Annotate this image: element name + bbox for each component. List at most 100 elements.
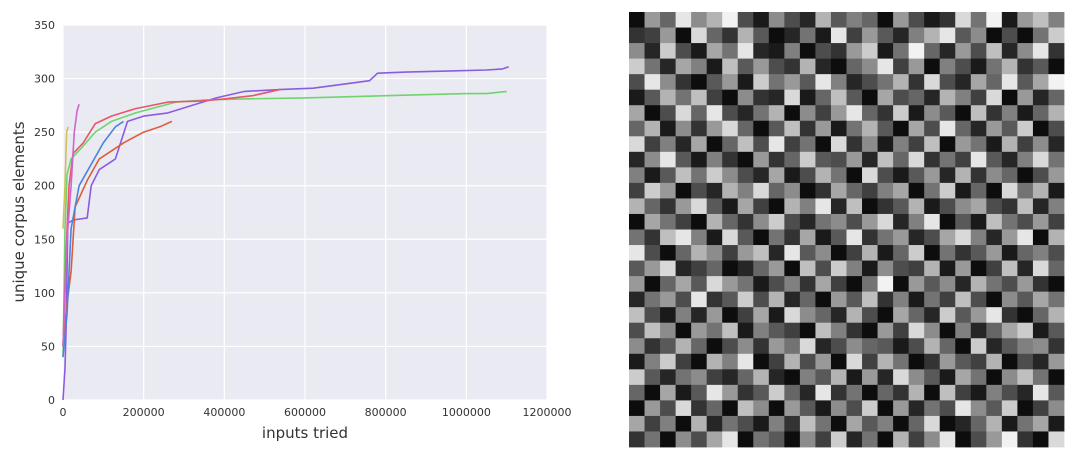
heatmap-cell	[815, 120, 832, 137]
y-axis-title: unique corpus elements	[10, 121, 28, 302]
heatmap-cell	[784, 338, 801, 355]
heatmap-cell	[830, 307, 847, 324]
heatmap-cell	[924, 307, 941, 324]
heatmap-cell	[660, 27, 677, 44]
heatmap-cell	[862, 27, 878, 44]
heatmap-cell	[862, 338, 878, 355]
heatmap-cell	[862, 182, 878, 199]
heatmap-cell	[722, 27, 739, 44]
heatmap-cell	[970, 245, 987, 261]
heatmap-cell	[893, 136, 910, 153]
heatmap-cell	[908, 291, 925, 308]
heatmap-cell	[924, 89, 941, 106]
heatmap-cell	[706, 307, 723, 324]
heatmap-cell	[629, 369, 645, 386]
heatmap-cell	[908, 229, 925, 246]
heatmap-cell	[877, 415, 894, 432]
heatmap-cell	[924, 136, 941, 153]
heatmap-cell	[1032, 353, 1049, 370]
heatmap-cell	[970, 307, 987, 324]
heatmap-cell	[815, 400, 832, 417]
heatmap-cell	[722, 322, 739, 339]
heatmap-cell	[970, 74, 987, 91]
heatmap-cell	[629, 167, 645, 184]
heatmap-cell	[986, 415, 1003, 432]
heatmap-cell	[644, 276, 661, 293]
heatmap-cell	[660, 213, 677, 230]
heatmap-cell	[846, 182, 863, 199]
heatmap-cell	[1048, 291, 1065, 308]
heatmap-cell	[675, 369, 692, 386]
heatmap-cell	[924, 74, 941, 91]
heatmap-cell	[924, 229, 941, 246]
heatmap-cell	[1048, 400, 1065, 417]
heatmap-cell	[1032, 136, 1049, 153]
heatmap-cell	[784, 58, 801, 75]
heatmap-cell	[955, 43, 972, 60]
heatmap-cell	[877, 167, 894, 184]
heatmap-cell	[862, 12, 878, 28]
heatmap-cell	[706, 74, 723, 91]
heatmap-cell	[908, 136, 925, 153]
heatmap-cell	[830, 245, 847, 261]
heatmap-cell	[893, 291, 910, 308]
heatmap-cell	[1032, 276, 1049, 293]
heatmap-cell	[877, 198, 894, 215]
heatmap-cell	[1032, 12, 1049, 28]
heatmap-cell	[753, 415, 770, 432]
heatmap-cell	[799, 276, 816, 293]
heatmap-cell	[737, 353, 754, 370]
heatmap-cell	[799, 384, 816, 401]
heatmap-cell	[830, 136, 847, 153]
heatmap-cell	[1001, 136, 1018, 153]
heatmap-cell	[970, 89, 987, 106]
y-tick-label: 0	[48, 394, 55, 407]
heatmap-cell	[862, 167, 878, 184]
heatmap-cell	[644, 245, 661, 261]
heatmap-cell	[1048, 27, 1065, 44]
heatmap-cell	[644, 400, 661, 417]
heatmap-cell	[799, 229, 816, 246]
heatmap-cell	[1048, 229, 1065, 246]
heatmap-cell	[908, 431, 925, 448]
x-axis-title: inputs tried	[262, 424, 348, 442]
heatmap-cell	[1032, 431, 1049, 448]
heatmap-cell	[722, 338, 739, 355]
heatmap-cell	[815, 58, 832, 75]
heatmap-cell	[1017, 120, 1034, 137]
heatmap-cell	[629, 415, 645, 432]
heatmap-cell	[846, 12, 863, 28]
heatmap-cell	[799, 369, 816, 386]
heatmap-cell	[1001, 431, 1018, 448]
heatmap-cell	[862, 120, 878, 137]
heatmap-cell	[675, 307, 692, 324]
heatmap-cell	[1001, 198, 1018, 215]
heatmap-cell	[629, 182, 645, 199]
heatmap-cell	[1001, 245, 1018, 261]
heatmap-cell	[799, 182, 816, 199]
heatmap-cell	[924, 245, 941, 261]
heatmap-cell	[846, 198, 863, 215]
heatmap-cell	[986, 431, 1003, 448]
heatmap-cell	[970, 229, 987, 246]
heatmap-cell	[908, 353, 925, 370]
heatmap-cell	[722, 151, 739, 168]
heatmap-cell	[1017, 431, 1034, 448]
heatmap-cell	[753, 307, 770, 324]
heatmap-cell	[1048, 431, 1065, 448]
heatmap-cell	[862, 384, 878, 401]
heatmap-cell	[877, 245, 894, 261]
heatmap-cell	[970, 58, 987, 75]
heatmap-cell	[924, 291, 941, 308]
heatmap-cell	[768, 58, 785, 75]
heatmap-cell	[893, 151, 910, 168]
heatmap-cell	[986, 229, 1003, 246]
heatmap-cell	[893, 338, 910, 355]
heatmap-cell	[644, 89, 661, 106]
heatmap-cell	[970, 213, 987, 230]
heatmap-cell	[1032, 415, 1049, 432]
heatmap-cell	[815, 167, 832, 184]
x-tick-label: 1000000	[442, 406, 491, 419]
heatmap-cell	[675, 151, 692, 168]
heatmap-cell	[691, 167, 708, 184]
